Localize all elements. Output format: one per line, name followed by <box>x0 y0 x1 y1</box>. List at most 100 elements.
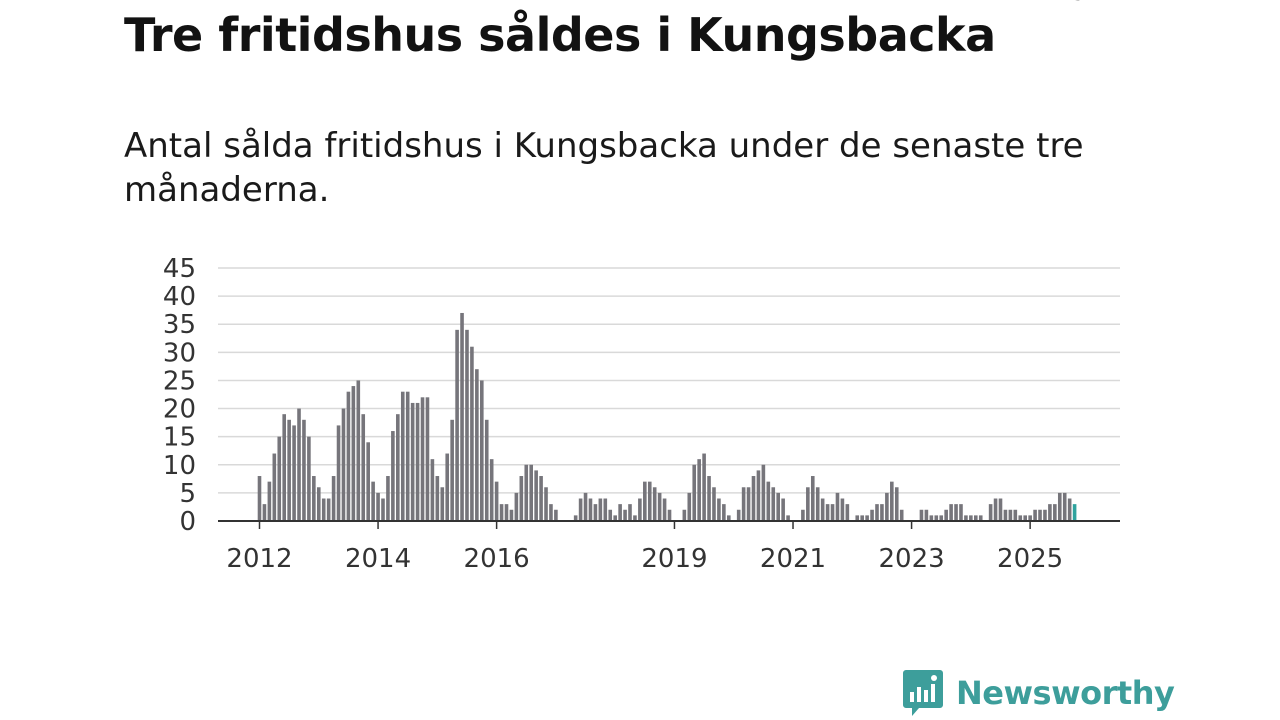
bar <box>781 498 785 521</box>
bar <box>336 425 341 521</box>
bar <box>262 504 267 521</box>
bar <box>1028 515 1032 521</box>
bar <box>514 492 519 521</box>
newsworthy-logo[interactable]: Newsworthy <box>902 668 1175 718</box>
bar <box>1003 509 1008 521</box>
bar <box>1048 504 1052 521</box>
bar <box>771 487 776 521</box>
bar <box>593 504 598 521</box>
bar <box>692 464 697 521</box>
bar <box>657 492 662 521</box>
bar <box>529 464 533 521</box>
bar <box>756 470 761 521</box>
bars <box>257 312 1077 521</box>
y-tick-label: 5 <box>179 479 196 509</box>
bar <box>682 509 687 521</box>
bar <box>549 504 553 521</box>
bar <box>470 346 474 521</box>
bar <box>875 504 879 521</box>
bar <box>810 476 815 521</box>
bar <box>351 386 356 521</box>
bar <box>751 476 756 521</box>
chart-subtitle: Antal sålda fritidshus i Kungsbacka unde… <box>124 126 1084 210</box>
bar <box>974 515 978 521</box>
bar <box>613 515 617 521</box>
bar <box>445 453 450 521</box>
y-tick-label: 25 <box>163 366 196 396</box>
last-value-label: 3 <box>1071 0 1086 6</box>
bar <box>993 498 998 521</box>
bar <box>998 498 1003 521</box>
bar <box>297 408 301 521</box>
bar <box>652 487 657 521</box>
bar <box>539 476 543 521</box>
bar <box>475 369 479 521</box>
bar <box>257 476 262 521</box>
bar <box>603 498 608 521</box>
bar <box>776 492 780 521</box>
x-tick-label: 2019 <box>641 544 707 574</box>
bar <box>618 504 622 521</box>
bar <box>396 414 400 521</box>
bar <box>480 380 484 521</box>
bar <box>307 436 311 521</box>
bar <box>554 509 558 521</box>
bar <box>806 487 810 521</box>
axes <box>218 520 1120 529</box>
bar <box>969 515 973 521</box>
bar <box>312 476 316 521</box>
bar <box>727 515 731 521</box>
bar <box>988 504 993 521</box>
bar <box>484 419 489 521</box>
bar <box>890 481 894 521</box>
bar <box>845 504 850 521</box>
bar <box>376 492 380 521</box>
x-tick-label: 2021 <box>760 544 826 574</box>
bar <box>697 459 701 521</box>
y-tick-label: 0 <box>179 507 196 537</box>
bar <box>292 425 296 521</box>
y-tick-label: 30 <box>163 338 196 368</box>
y-tick-label: 45 <box>163 254 196 284</box>
bar <box>761 464 766 521</box>
bar <box>608 509 613 521</box>
bar <box>588 498 593 521</box>
bar <box>346 391 351 521</box>
bar <box>894 487 899 521</box>
chart-title: Tre fritidshus såldes i Kungsbacka <box>124 8 996 62</box>
bar <box>707 476 711 521</box>
bar <box>667 509 672 521</box>
bar <box>865 515 869 521</box>
bar <box>1023 515 1027 521</box>
bar <box>1057 492 1062 521</box>
bar <box>435 476 440 521</box>
bar <box>381 498 385 521</box>
bar <box>1062 492 1067 521</box>
bar <box>1038 509 1042 521</box>
bar <box>272 453 277 521</box>
bar <box>420 397 425 521</box>
bar <box>702 453 706 521</box>
y-tick-label: 10 <box>163 451 196 481</box>
bar <box>494 481 499 521</box>
bar <box>430 459 435 521</box>
bar <box>929 515 934 521</box>
bar <box>662 498 667 521</box>
bar <box>934 515 939 521</box>
bar <box>1018 515 1023 521</box>
bar <box>410 402 415 521</box>
bar <box>331 476 336 521</box>
bar <box>830 504 835 521</box>
bar <box>578 498 583 521</box>
bar <box>583 492 588 521</box>
x-tick-label: 2014 <box>345 544 411 574</box>
bar <box>465 329 469 521</box>
y-tick-label: 15 <box>163 423 196 453</box>
bar <box>736 509 741 521</box>
bar <box>687 492 692 521</box>
bar <box>504 504 509 521</box>
bar <box>949 504 953 521</box>
x-tick-label: 2012 <box>226 544 292 574</box>
bar <box>628 504 632 521</box>
bar <box>766 481 771 521</box>
